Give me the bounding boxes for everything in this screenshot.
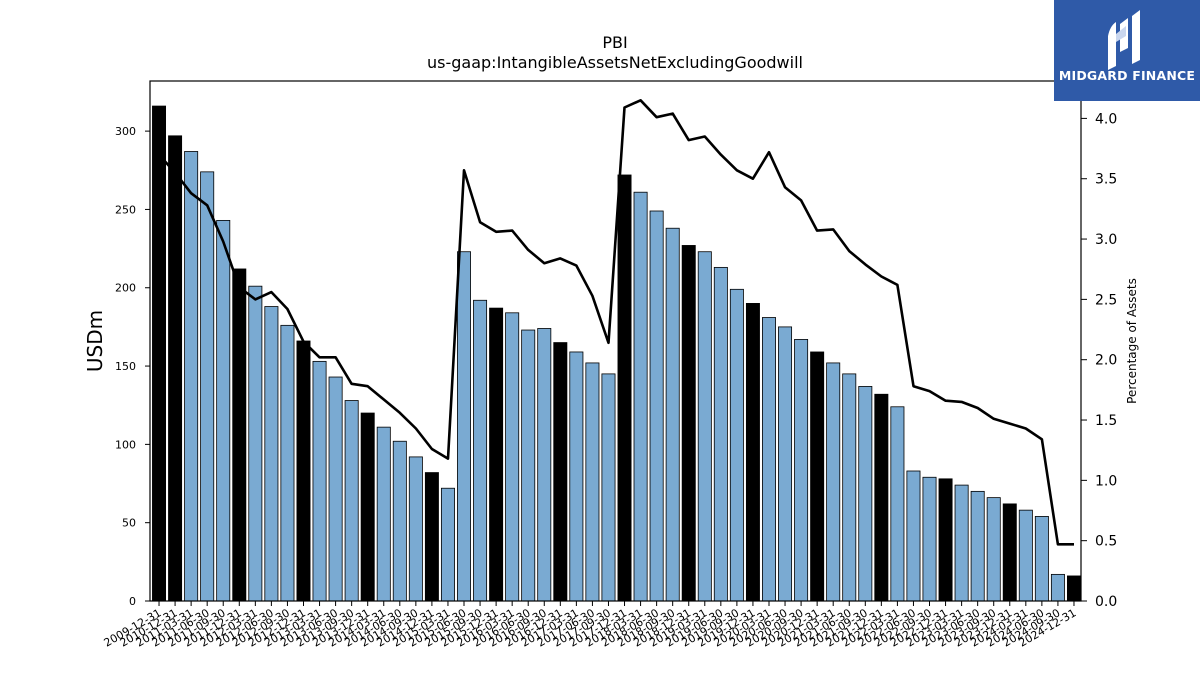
bar — [152, 105, 167, 602]
bar — [633, 191, 648, 602]
bar — [360, 412, 375, 602]
y2-tick-label: 2.5 — [1095, 292, 1117, 308]
y-tick-label: 300 — [115, 125, 136, 138]
bar — [264, 306, 279, 602]
bar — [505, 312, 520, 602]
bar — [617, 174, 632, 602]
bar — [1050, 573, 1065, 602]
bar — [938, 478, 953, 602]
y-tick-label: 0 — [129, 595, 136, 608]
brand-name: MIDGARD FINANCE — [1058, 68, 1196, 83]
y2-axis-label: Percentage of Assets — [1125, 278, 1139, 404]
bar — [906, 470, 921, 602]
bar — [473, 299, 488, 602]
bar — [184, 151, 199, 602]
y2-tick-label: 3.0 — [1095, 232, 1117, 248]
bar — [810, 351, 825, 602]
bar — [970, 490, 985, 602]
y-axis-label: USDm — [83, 310, 107, 372]
bar — [1066, 575, 1081, 602]
bar — [826, 362, 841, 602]
y-tick-label: 50 — [122, 517, 136, 530]
midgard-logo-icon — [1108, 10, 1140, 70]
bar — [553, 342, 568, 602]
y2-tick-label: 3.5 — [1095, 172, 1117, 188]
bar — [986, 497, 1001, 602]
bar — [1034, 516, 1049, 602]
bar — [457, 251, 471, 602]
bar — [440, 487, 455, 602]
bar — [424, 472, 439, 602]
chart-subtitle: us-gaap:IntangibleAssetsNetExcludingGood… — [427, 53, 803, 72]
bar — [521, 329, 536, 602]
bar — [585, 362, 600, 602]
axes: 0 50 100 150 200 250 300 0.0 0.5 1.0 1.5 2.0 2.5 3.0 3… — [102, 80, 1117, 650]
bar — [713, 266, 728, 602]
bar — [681, 245, 696, 602]
y2-tick-label: 1.0 — [1095, 473, 1117, 489]
bar — [1002, 503, 1017, 602]
bar — [328, 376, 343, 602]
y2-tick-label: 4.0 — [1095, 111, 1117, 127]
bar — [569, 351, 584, 602]
bar — [794, 339, 809, 602]
bar — [842, 373, 857, 602]
bar — [858, 386, 873, 602]
bar — [665, 227, 680, 602]
plot-frame — [149, 80, 1082, 602]
bar — [601, 373, 616, 602]
bar — [778, 326, 793, 602]
bar — [232, 268, 247, 602]
y-tick-label: 100 — [115, 438, 136, 451]
bar — [408, 456, 423, 602]
bar — [489, 307, 504, 602]
y-tick-label: 200 — [115, 282, 136, 295]
bar — [296, 340, 311, 602]
bar — [312, 360, 327, 602]
bar — [200, 171, 215, 602]
y2-tick-label: 0.0 — [1095, 594, 1117, 610]
bar — [280, 324, 295, 602]
ratio-line — [158, 99, 1074, 546]
brand-logo: MIDGARD FINANCE — [1054, 0, 1200, 101]
y2-tick-label: 1.5 — [1095, 413, 1117, 429]
bar — [745, 303, 760, 602]
bar — [1018, 509, 1033, 602]
bar — [954, 484, 969, 602]
bar — [729, 288, 744, 602]
bar — [216, 219, 231, 602]
bar — [922, 476, 937, 602]
bar — [392, 440, 407, 602]
y-tick-label: 250 — [115, 203, 136, 216]
bar — [248, 285, 263, 602]
bar — [697, 251, 712, 602]
bar — [344, 400, 359, 602]
bar — [890, 406, 905, 602]
bar — [376, 426, 391, 602]
bar — [168, 135, 183, 602]
bar — [537, 328, 552, 602]
bar — [762, 317, 776, 602]
chart-title: PBI — [602, 33, 627, 52]
ratio-line-path — [158, 99, 1074, 546]
bars — [152, 105, 1081, 602]
bar — [649, 210, 664, 602]
y-tick-label: 150 — [115, 360, 136, 373]
bar — [874, 393, 889, 602]
y2-tick-label: 0.5 — [1095, 534, 1117, 550]
y2-tick-label: 2.0 — [1095, 353, 1117, 369]
